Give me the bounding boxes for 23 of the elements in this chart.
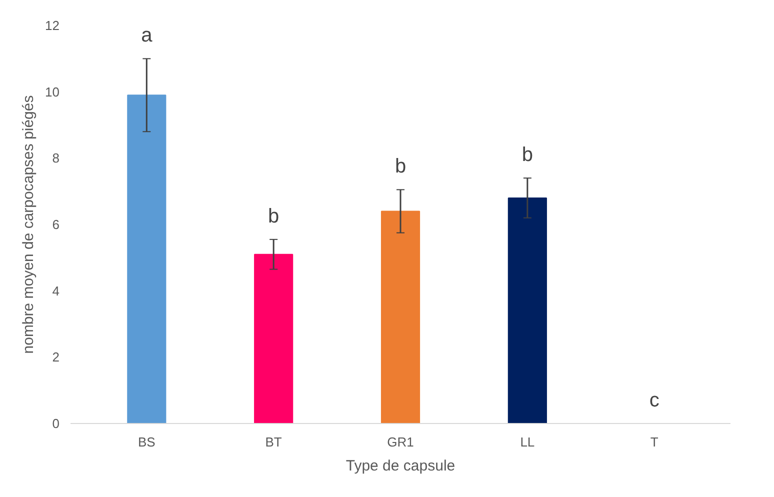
y-tick-label: 6 xyxy=(52,217,60,232)
x-tick-label: LL xyxy=(520,434,535,450)
y-tick-label: 4 xyxy=(52,283,60,298)
y-tick-label: 12 xyxy=(45,18,60,33)
x-tick-label: BT xyxy=(265,434,282,450)
bar xyxy=(127,94,166,424)
bar xyxy=(508,197,547,424)
bar xyxy=(254,254,294,424)
bar xyxy=(380,210,420,424)
x-tick-label: BS xyxy=(138,434,156,450)
y-tick-label: 8 xyxy=(52,150,60,166)
annotation: b xyxy=(522,144,533,166)
y-tick-label: 10 xyxy=(45,84,60,100)
y-axis-title: nombre moyen de carpocapses piégés xyxy=(20,95,38,354)
annotation: a xyxy=(141,24,154,47)
annotation: b xyxy=(394,156,406,178)
annotation: b xyxy=(268,205,280,228)
y-tick-label: 2 xyxy=(52,350,60,365)
y-tick-label: 0 xyxy=(52,416,60,431)
x-tick-label: T xyxy=(650,434,658,450)
x-tick-label: GR1 xyxy=(387,434,414,450)
x-axis-title: Type de capsule xyxy=(346,458,456,474)
annotation: c xyxy=(649,390,660,412)
